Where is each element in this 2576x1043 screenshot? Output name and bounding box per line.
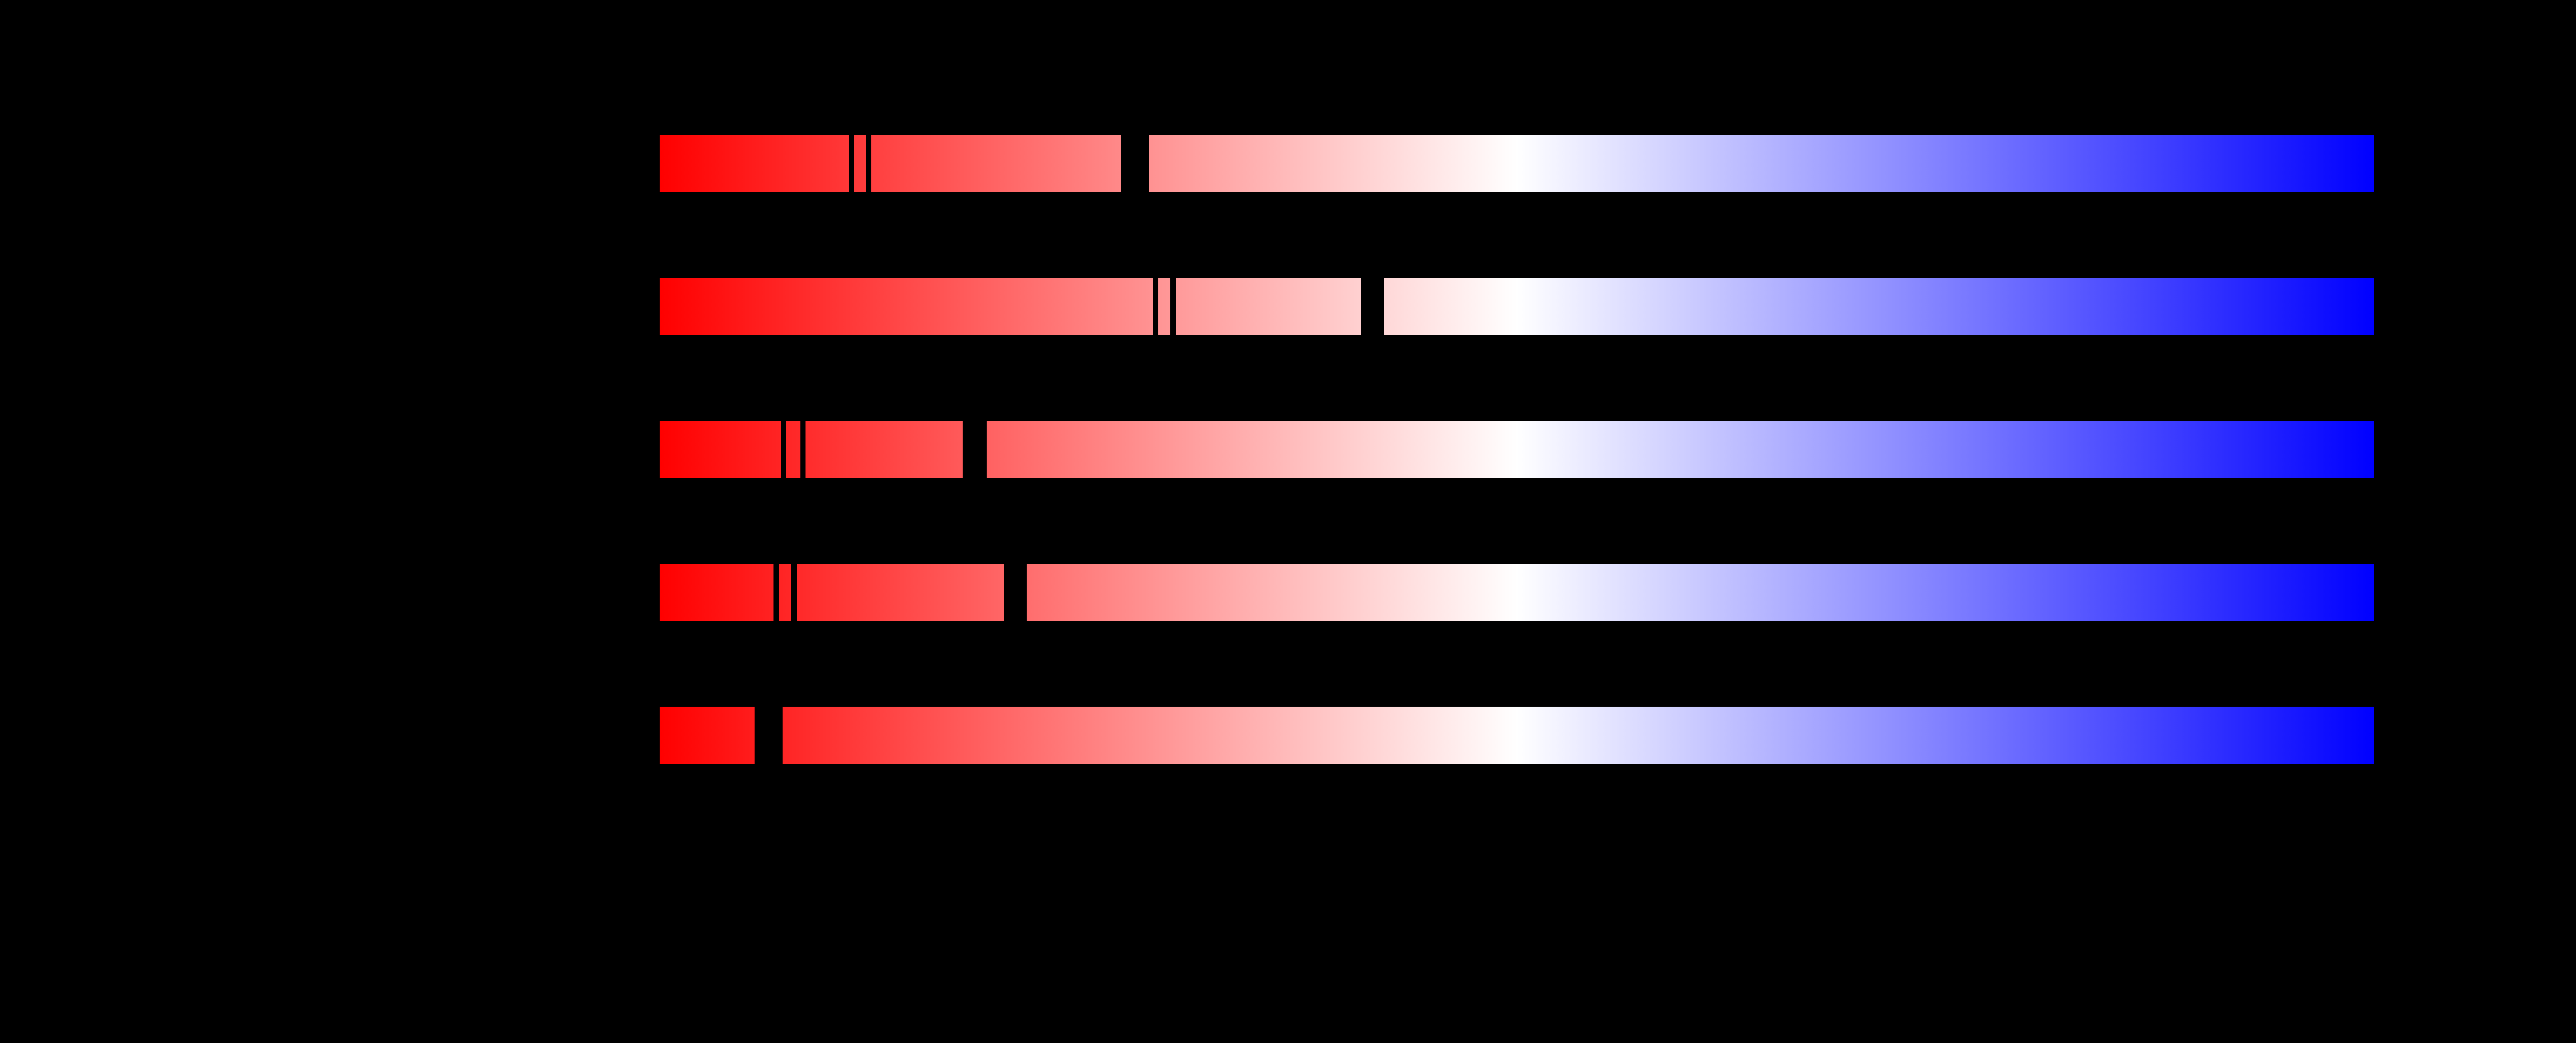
break-tick (791, 564, 797, 621)
gradient-bar-4 (660, 564, 2374, 621)
break-tick (1121, 135, 1149, 192)
gradient-bar-1 (660, 135, 2374, 192)
break-tick (1170, 278, 1176, 335)
break-tick (800, 421, 806, 478)
break-tick (849, 135, 854, 192)
break-tick (1004, 564, 1027, 621)
break-tick (773, 564, 779, 621)
gradient-bar-3 (660, 421, 2374, 478)
break-tick (1361, 278, 1384, 335)
break-tick (1153, 278, 1158, 335)
break-tick (866, 135, 871, 192)
gradient-bar-2 (660, 278, 2374, 335)
break-tick (963, 421, 987, 478)
gradient-bar-5 (660, 707, 2374, 764)
break-tick (755, 707, 783, 764)
break-tick (781, 421, 786, 478)
